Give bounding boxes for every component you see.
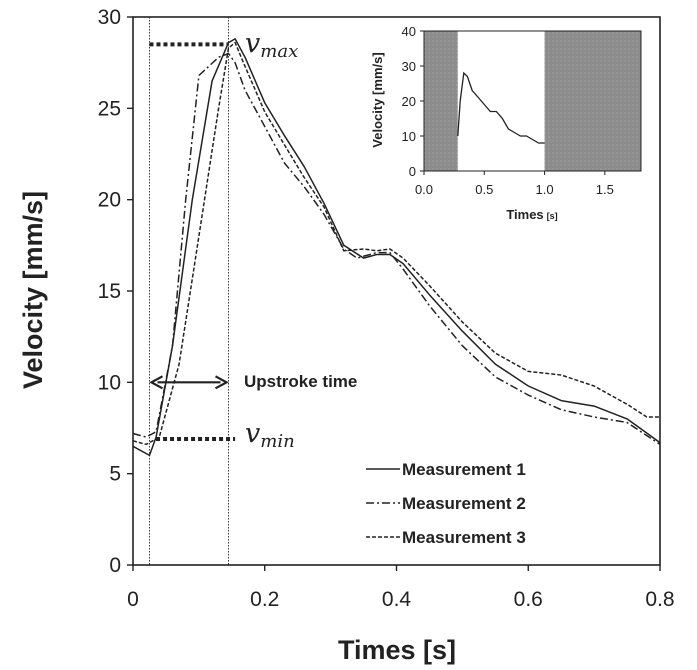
inset-chart: 0 10 20 30 40 0.0 0.5 1.0 1.5 Velocity [mm/s] T…: [370, 24, 642, 222]
y-axis-label: Velocity [mm/s]: [18, 191, 48, 389]
inset-x-tick-label: 1.5: [596, 182, 614, 197]
inset-x-tick-label: 0.0: [415, 182, 433, 197]
inset-y-axis-label: Velocity [mm/s]: [370, 52, 385, 147]
upstroke-arrowhead-left: [149, 375, 163, 390]
vmin-label: vmin: [245, 418, 295, 452]
y-tick-label: 15: [98, 280, 121, 303]
inset-y-tick-label: 20: [402, 94, 416, 109]
legend-label-measurement-3: Measurement 3: [402, 528, 526, 547]
upstroke-guide-lines: [149, 17, 229, 565]
series-measurement-1: [132, 38, 661, 457]
inset-y-tick-label: 40: [402, 24, 416, 39]
inset-y-tick-label: 30: [402, 59, 416, 74]
inset-y-tick-label: 10: [402, 129, 416, 144]
inset-series-group: [457, 71, 545, 144]
x-tick-label: 0.2: [250, 588, 279, 611]
y-tick-label: 0: [109, 554, 121, 577]
main-series-group: [132, 38, 661, 457]
inset-series-line: [457, 71, 545, 144]
legend-label-measurement-1: Measurement 1: [402, 460, 526, 479]
annotations-group: [149, 42, 236, 441]
inset-x-axis-label: Times [s]: [506, 207, 557, 222]
x-tick-label: 0.4: [382, 588, 412, 611]
y-axis-ticks: 0 5 10 15 20 25 30: [98, 6, 133, 577]
inset-y-tick-label: 0: [409, 164, 416, 179]
x-tick-label: 0.6: [514, 588, 543, 611]
x-tick-label: 0.8: [645, 588, 674, 611]
y-tick-label: 25: [98, 97, 121, 120]
legend: Measurement 1 Measurement 2 Measurement …: [366, 460, 526, 547]
y-tick-label: 30: [98, 6, 121, 29]
y-tick-label: 5: [109, 463, 121, 486]
y-tick-label: 10: [98, 371, 121, 394]
inset-shaded-regions: [424, 31, 641, 171]
upstroke-time-label: Upstroke time: [244, 372, 357, 391]
x-tick-label: 0: [127, 588, 139, 611]
x-axis-ticks: 0 0.2 0.4 0.6 0.8: [127, 565, 675, 611]
legend-label-measurement-2: Measurement 2: [402, 494, 526, 513]
series-measurement-3: [132, 41, 660, 446]
x-axis-label: Times [s]: [338, 635, 456, 665]
inset-x-tick-label: 0.5: [475, 182, 493, 197]
inset-shaded-region: [544, 31, 641, 171]
series-measurement-2: [132, 52, 661, 446]
y-tick-label: 20: [98, 189, 121, 212]
vmax-label: vmax: [245, 28, 298, 62]
inset-y-axis-ticks: 0 10 20 30 40: [402, 24, 424, 179]
inset-x-axis-ticks: 0.0 0.5 1.0 1.5: [415, 171, 614, 197]
inset-shaded-region: [424, 31, 458, 171]
inset-x-tick-label: 1.0: [536, 182, 554, 197]
upstroke-arrowhead-right: [214, 375, 229, 390]
